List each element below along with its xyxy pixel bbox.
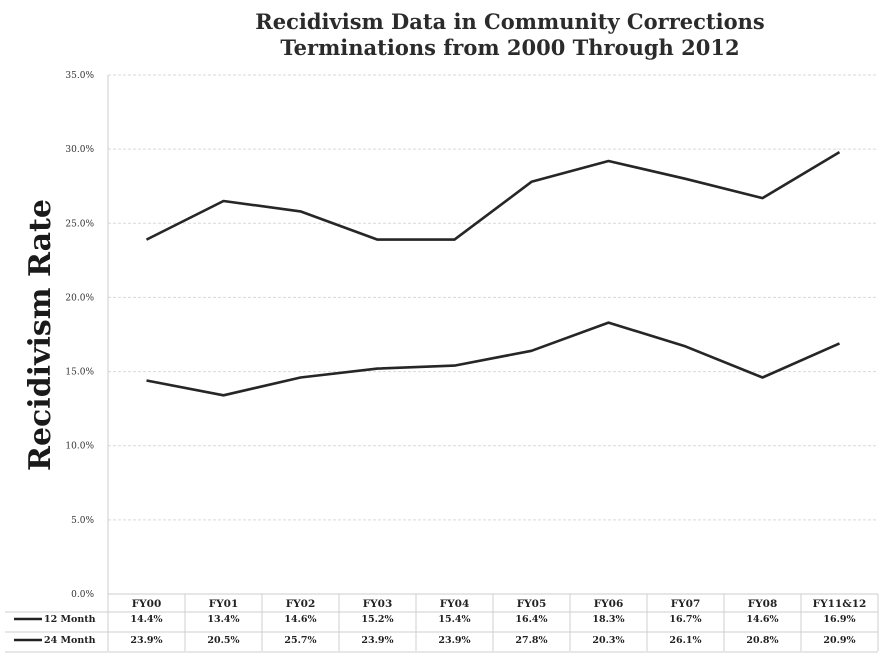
gridlines — [107, 74, 878, 651]
x-category-label: FY02 — [286, 598, 316, 610]
chart-title-line-1: Recidivism Data in Community Corrections — [255, 9, 764, 34]
table-cell-value: 23.9% — [130, 635, 162, 646]
table-cell-value: 15.2% — [361, 614, 393, 625]
table-cell-value: 16.9% — [823, 614, 855, 625]
table-cell-value: 14.4% — [130, 614, 162, 625]
y-tick-label: 0.0% — [71, 590, 94, 600]
x-category-label: FY06 — [594, 598, 624, 610]
table-cell-value: 18.3% — [592, 614, 624, 625]
series-line — [146, 321, 841, 397]
table-cell-value: 25.7% — [284, 635, 316, 646]
y-tick-label: 5.0% — [71, 516, 94, 526]
x-category-label: FY04 — [440, 598, 470, 610]
legend-label: 24 Month — [44, 635, 96, 646]
table-cell-value: 26.1% — [669, 635, 701, 646]
table-cell-value: 20.5% — [207, 635, 239, 646]
y-tick-label: 30.0% — [65, 145, 94, 155]
legend-label: 12 Month — [44, 614, 96, 625]
x-category-label: FY03 — [363, 598, 393, 610]
table-cell-value: 20.8% — [746, 635, 778, 646]
table-cell-value: 14.6% — [746, 614, 778, 625]
table-cell-value: 20.9% — [823, 635, 855, 646]
table-cell-value: 14.6% — [284, 614, 316, 625]
x-category-label: FY07 — [671, 598, 701, 610]
table-cell-value: 23.9% — [361, 635, 393, 646]
table-cell-value: 27.8% — [515, 635, 547, 646]
y-tick-label: 15.0% — [65, 368, 94, 378]
y-tick-labels: 0.0% 5.0% 10.0% 15.0% 20.0% 25.0% 30.0% 35.0% — [65, 71, 94, 600]
series-lines — [145, 150, 841, 397]
x-category-label: FY00 — [132, 598, 162, 610]
table-cell-value: 16.4% — [515, 614, 547, 625]
table-cell-value: 15.4% — [438, 614, 470, 625]
table-cell-value: 20.3% — [592, 635, 624, 646]
table-cell-value: 23.9% — [438, 635, 470, 646]
y-tick-label: 35.0% — [65, 71, 94, 81]
x-category-label: FY11&12 — [813, 598, 867, 610]
y-axis-label: Recidivism Rate — [23, 199, 58, 471]
chart-title-line-2: Terminations from 2000 Through 2012 — [280, 35, 739, 60]
x-category-label: FY05 — [517, 598, 547, 610]
x-category-label: FY08 — [748, 598, 778, 610]
table-cell-value: 13.4% — [207, 614, 239, 625]
data-table: FY00 FY01 FY02 FY03 FY04 FY05 FY06 FY07 FY08 FY11… — [5, 594, 879, 653]
y-tick-label: 10.0% — [65, 442, 94, 452]
x-category-label: FY01 — [209, 598, 239, 610]
y-tick-label: 25.0% — [65, 219, 94, 229]
table-cell-value: 16.7% — [669, 614, 701, 625]
y-tick-label: 20.0% — [65, 293, 94, 303]
series-line — [145, 150, 841, 241]
